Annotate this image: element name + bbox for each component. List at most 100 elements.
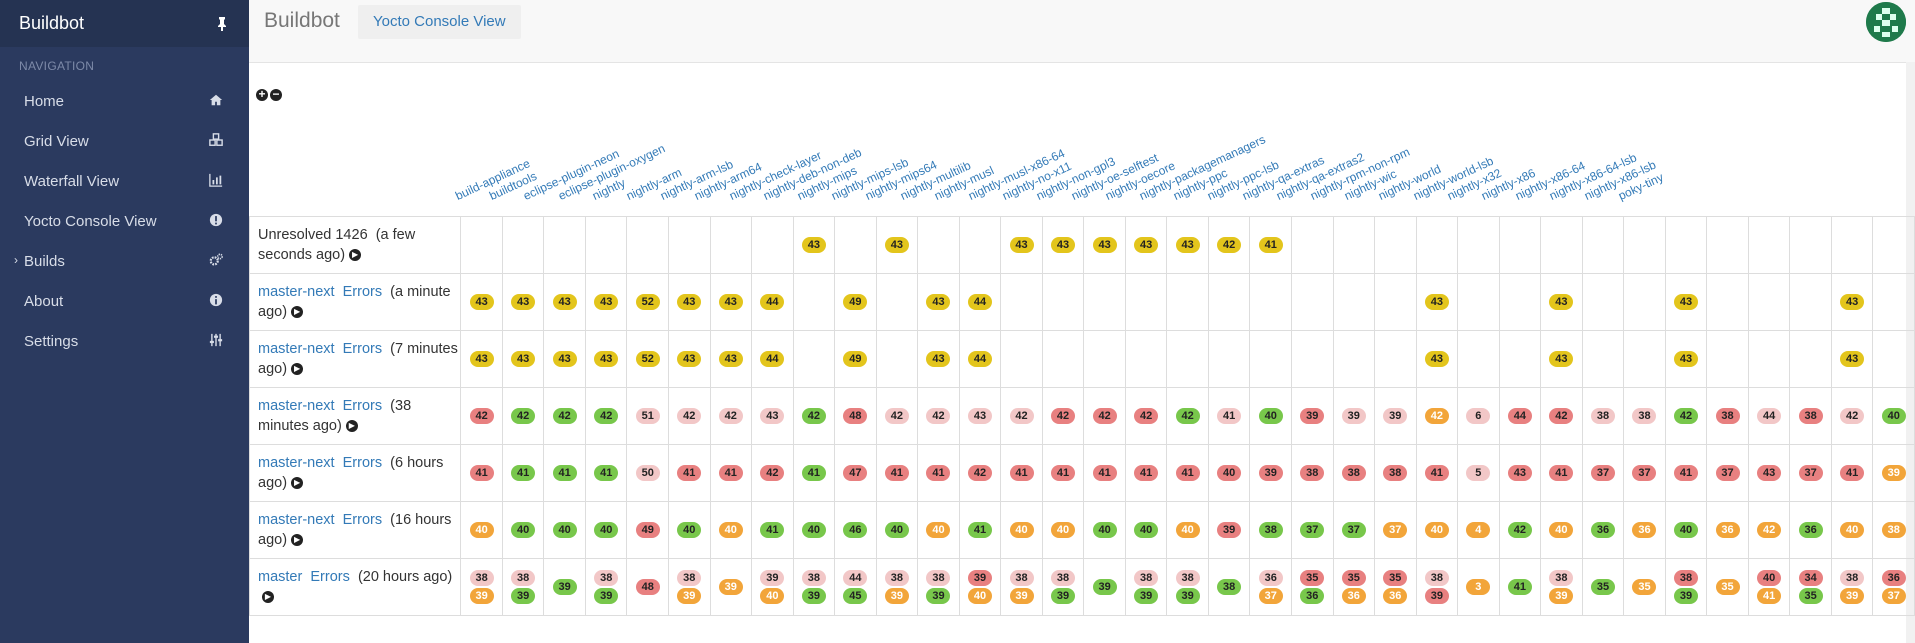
build-number-badge[interactable]: 43 xyxy=(1092,237,1117,253)
collapse-all-icon[interactable]: − xyxy=(270,88,282,101)
errors-link[interactable]: Errors xyxy=(342,284,383,300)
build-number-badge[interactable]: 37 xyxy=(1715,465,1740,481)
expand-all-icon[interactable]: + xyxy=(256,88,268,101)
build-number-badge[interactable]: 43 xyxy=(760,408,785,424)
build-number-badge[interactable]: 37 xyxy=(1632,465,1657,481)
build-number-badge[interactable]: 41 xyxy=(1258,237,1283,253)
build-number-badge[interactable]: 39 xyxy=(594,588,619,604)
build-number-badge[interactable]: 39 xyxy=(1175,588,1200,604)
build-number-badge[interactable]: 50 xyxy=(635,465,660,481)
build-number-badge[interactable]: 40 xyxy=(1424,522,1449,538)
build-number-badge[interactable]: 44 xyxy=(1757,408,1782,424)
build-number-badge[interactable]: 41 xyxy=(1175,465,1200,481)
build-number-badge[interactable]: 37 xyxy=(1798,465,1823,481)
build-number-badge[interactable]: 43 xyxy=(1674,294,1699,310)
build-number-badge[interactable]: 38 xyxy=(594,570,619,586)
build-number-badge[interactable]: 43 xyxy=(926,351,951,367)
build-number-badge[interactable]: 38 xyxy=(1715,408,1740,424)
build-number-badge[interactable]: 39 xyxy=(760,570,785,586)
build-number-badge[interactable]: 37 xyxy=(1341,522,1366,538)
arrow-circle-right-icon[interactable]: ▶ xyxy=(349,249,362,262)
build-number-badge[interactable]: 47 xyxy=(843,465,868,481)
build-number-badge[interactable]: 39 xyxy=(1881,465,1906,481)
sidebar-item-builds[interactable]: › Builds xyxy=(0,241,249,281)
build-number-badge[interactable]: 38 xyxy=(1134,570,1159,586)
branch-link[interactable]: master xyxy=(258,569,303,585)
build-number-badge[interactable]: 43 xyxy=(1009,237,1034,253)
build-number-badge[interactable]: 43 xyxy=(1840,351,1865,367)
build-number-badge[interactable]: 43 xyxy=(594,294,619,310)
arrow-circle-right-icon[interactable]: ▶ xyxy=(345,420,358,433)
build-number-badge[interactable]: 41 xyxy=(1757,588,1782,604)
build-number-badge[interactable]: 41 xyxy=(801,465,826,481)
build-number-badge[interactable]: 35 xyxy=(1632,579,1657,595)
build-number-badge[interactable]: 43 xyxy=(1507,465,1532,481)
build-number-badge[interactable]: 41 xyxy=(967,522,992,538)
build-number-badge[interactable]: 40 xyxy=(1840,522,1865,538)
build-number-badge[interactable]: 38 xyxy=(1258,522,1283,538)
build-number-badge[interactable]: 38 xyxy=(1341,465,1366,481)
build-number-badge[interactable]: 52 xyxy=(635,294,660,310)
build-number-badge[interactable]: 48 xyxy=(843,408,868,424)
build-number-badge[interactable]: 36 xyxy=(1341,588,1366,604)
build-number-badge[interactable]: 39 xyxy=(1674,588,1699,604)
build-number-badge[interactable]: 43 xyxy=(1134,237,1159,253)
build-number-badge[interactable]: 38 xyxy=(1674,570,1699,586)
build-number-badge[interactable]: 43 xyxy=(677,351,702,367)
build-number-badge[interactable]: 39 xyxy=(1134,588,1159,604)
build-number-badge[interactable]: 43 xyxy=(718,294,743,310)
build-number-badge[interactable]: 46 xyxy=(843,522,868,538)
errors-link[interactable]: Errors xyxy=(342,398,383,414)
build-number-badge[interactable]: 41 xyxy=(594,465,619,481)
branch-link[interactable]: master-next xyxy=(258,455,335,471)
build-number-badge[interactable]: 39 xyxy=(1840,588,1865,604)
build-number-badge[interactable]: 43 xyxy=(552,294,577,310)
build-number-badge[interactable]: 40 xyxy=(801,522,826,538)
build-number-badge[interactable]: 43 xyxy=(967,408,992,424)
sidebar-item-settings[interactable]: Settings xyxy=(0,321,249,361)
build-number-badge[interactable]: 43 xyxy=(801,237,826,253)
build-number-badge[interactable]: 38 xyxy=(884,570,909,586)
build-number-badge[interactable]: 38 xyxy=(1798,408,1823,424)
build-number-badge[interactable]: 38 xyxy=(677,570,702,586)
build-number-badge[interactable]: 40 xyxy=(1175,522,1200,538)
build-number-badge[interactable]: 44 xyxy=(760,294,785,310)
build-number-badge[interactable]: 42 xyxy=(594,408,619,424)
build-number-badge[interactable]: 43 xyxy=(1424,294,1449,310)
build-number-badge[interactable]: 42 xyxy=(801,408,826,424)
build-number-badge[interactable]: 41 xyxy=(1051,465,1076,481)
build-number-badge[interactable]: 43 xyxy=(511,351,536,367)
build-number-badge[interactable]: 43 xyxy=(1840,294,1865,310)
build-number-badge[interactable]: 39 xyxy=(1300,408,1325,424)
build-number-badge[interactable]: 51 xyxy=(635,408,660,424)
build-number-badge[interactable]: 39 xyxy=(967,570,992,586)
build-number-badge[interactable]: 4 xyxy=(1466,522,1491,538)
build-number-badge[interactable]: 37 xyxy=(1881,588,1906,604)
build-number-badge[interactable]: 41 xyxy=(1217,408,1242,424)
build-number-badge[interactable]: 38 xyxy=(926,570,951,586)
build-number-badge[interactable]: 36 xyxy=(1715,522,1740,538)
build-number-badge[interactable]: 39 xyxy=(926,588,951,604)
build-number-badge[interactable]: 35 xyxy=(1341,570,1366,586)
build-number-badge[interactable]: 42 xyxy=(511,408,536,424)
build-number-badge[interactable]: 38 xyxy=(1383,465,1408,481)
build-number-badge[interactable]: 42 xyxy=(1051,408,1076,424)
tab-yocto-console-view[interactable]: Yocto Console View xyxy=(358,5,521,39)
build-number-badge[interactable]: 42 xyxy=(1549,408,1574,424)
build-number-badge[interactable]: 40 xyxy=(1258,408,1283,424)
build-number-badge[interactable]: 41 xyxy=(760,522,785,538)
build-number-badge[interactable]: 44 xyxy=(843,570,868,586)
build-number-badge[interactable]: 41 xyxy=(1674,465,1699,481)
errors-link[interactable]: Errors xyxy=(342,341,383,357)
build-number-badge[interactable]: 41 xyxy=(1424,465,1449,481)
build-number-badge[interactable]: 43 xyxy=(1674,351,1699,367)
sidebar-item-yocto-console-view[interactable]: Yocto Console View xyxy=(0,201,249,241)
build-number-badge[interactable]: 5 xyxy=(1466,465,1491,481)
build-number-badge[interactable]: 42 xyxy=(1217,237,1242,253)
build-number-badge[interactable]: 43 xyxy=(718,351,743,367)
build-number-badge[interactable]: 42 xyxy=(718,408,743,424)
build-number-badge[interactable]: 37 xyxy=(1300,522,1325,538)
build-number-badge[interactable]: 43 xyxy=(469,351,494,367)
build-number-badge[interactable]: 52 xyxy=(635,351,660,367)
build-number-badge[interactable]: 38 xyxy=(1175,570,1200,586)
